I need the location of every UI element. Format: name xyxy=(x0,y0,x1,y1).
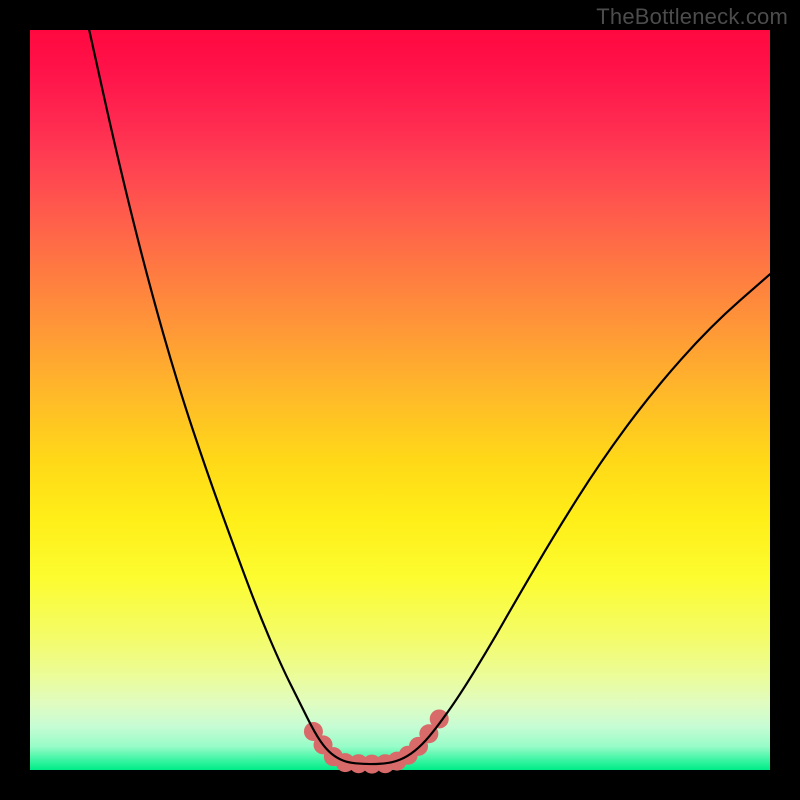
bottleneck-chart xyxy=(0,0,800,800)
chart-frame: TheBottleneck.com xyxy=(0,0,800,800)
plot-background xyxy=(30,30,770,770)
optimal-zone-marker xyxy=(430,709,449,728)
